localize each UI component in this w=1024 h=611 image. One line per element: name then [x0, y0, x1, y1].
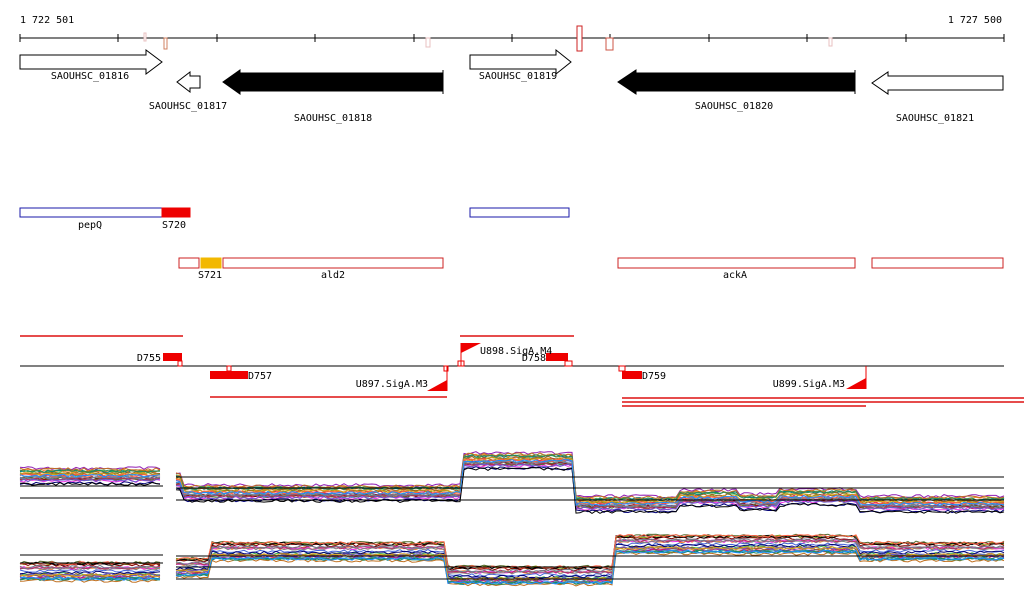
- feature-label-ackA: ackA: [723, 270, 747, 281]
- coordinate-ruler: [19, 25, 1005, 52]
- segment-D758[interactable]: [546, 353, 568, 361]
- feature-label-S720: S720: [162, 220, 186, 231]
- feature-small-left[interactable]: [178, 257, 200, 269]
- expression-trace: [19, 467, 1005, 514]
- promoter-label-U899: U899.SigA.M3: [773, 379, 845, 390]
- feature-ald2[interactable]: [222, 257, 444, 269]
- promoter-U899[interactable]: [846, 378, 866, 389]
- promoter-U897[interactable]: [427, 380, 447, 391]
- feature-ackA[interactable]: [617, 257, 856, 269]
- expression-trace: [19, 458, 1005, 506]
- feature-pepQ[interactable]: [19, 207, 163, 218]
- gene-SAOUHSC_01819[interactable]: [469, 48, 572, 76]
- promoter-label-U898: U898.SigA.M4: [480, 346, 552, 357]
- segment-label-D755: D755: [137, 353, 161, 364]
- feature-S721[interactable]: [200, 257, 222, 269]
- gene-SAOUHSC_01818[interactable]: [222, 69, 444, 95]
- gene-SAOUHSC_01817[interactable]: [176, 70, 201, 94]
- expression-trace: [19, 456, 1005, 505]
- feature-S720[interactable]: [161, 207, 191, 218]
- expression-trace: [19, 537, 1005, 573]
- gene-label-SAOUHSC_01817: SAOUHSC_01817: [149, 101, 227, 112]
- feature-SAOUHSC_01821-transcript[interactable]: [871, 257, 1004, 269]
- plus-strand-feature-track: [19, 207, 570, 218]
- expression-profiles-plus-strand: [19, 451, 1005, 514]
- segment-label-D759: D759: [642, 371, 666, 382]
- segment-label-D758: D758: [522, 353, 546, 364]
- feature-label-ald2: ald2: [321, 270, 345, 281]
- minus-strand-feature-track: [178, 257, 1004, 269]
- gene-label-SAOUHSC_01820: SAOUHSC_01820: [695, 101, 773, 112]
- segment-D757[interactable]: [210, 371, 248, 379]
- feature-label-S721: S721: [198, 270, 222, 281]
- expression-trace: [19, 549, 1005, 585]
- gene-label-SAOUHSC_01816: SAOUHSC_01816: [51, 71, 129, 82]
- gene-SAOUHSC_01821[interactable]: [871, 71, 1004, 95]
- segmentation-track: [20, 335, 1024, 407]
- expression-profiles-minus-strand: [19, 533, 1005, 587]
- feature-SAOUHSC_01819-transcript[interactable]: [469, 207, 570, 218]
- start-coordinate: 1 722 501: [20, 15, 74, 26]
- promoter-U898[interactable]: [461, 343, 481, 353]
- expression-trace: [19, 542, 1005, 577]
- expression-trace: [19, 460, 1005, 508]
- segment-D759[interactable]: [622, 371, 642, 379]
- expression-trace: [19, 463, 1005, 511]
- end-coordinate: 1 727 500: [948, 15, 1002, 26]
- expression-reference-lines: [20, 476, 1004, 580]
- segment-label-D757: D757: [248, 371, 272, 382]
- gene-label-SAOUHSC_01821: SAOUHSC_01821: [896, 113, 974, 124]
- feature-label-pepQ: pepQ: [78, 220, 102, 231]
- expression-trace: [19, 451, 1005, 499]
- segment-D755[interactable]: [163, 353, 182, 361]
- gene-label-SAOUHSC_01819: SAOUHSC_01819: [479, 71, 557, 82]
- promoter-label-U897: U897.SigA.M3: [356, 379, 428, 390]
- gene-label-SAOUHSC_01818: SAOUHSC_01818: [294, 113, 372, 124]
- gene-SAOUHSC_01820[interactable]: [617, 69, 856, 95]
- gene-SAOUHSC_01816[interactable]: [19, 49, 163, 75]
- expression-trace: [19, 551, 1005, 587]
